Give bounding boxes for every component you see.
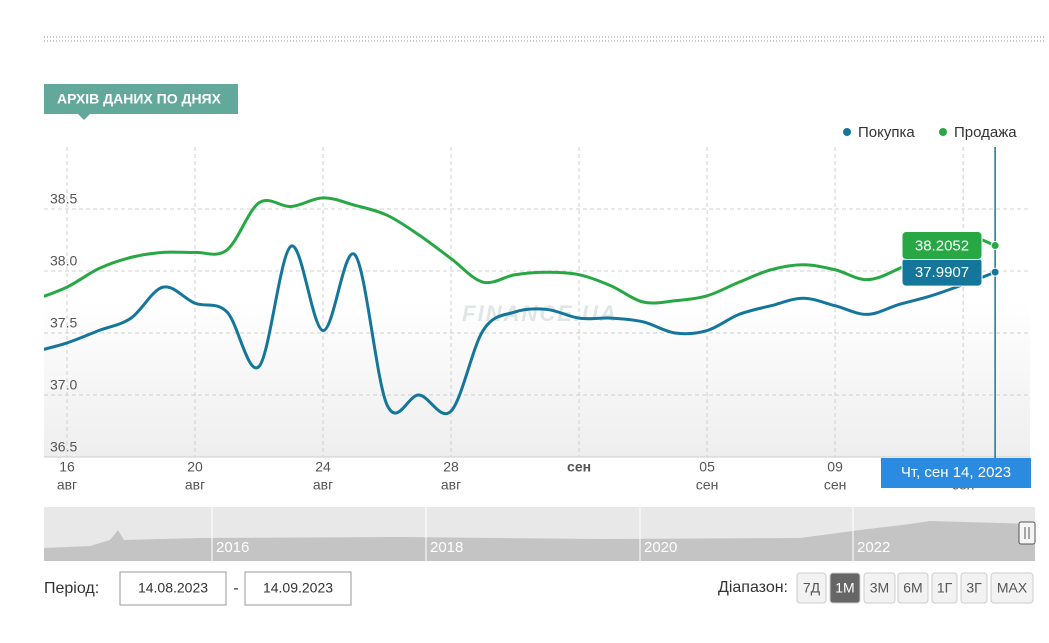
x-tick-label: 05 bbox=[699, 459, 715, 475]
point-marker bbox=[990, 267, 1000, 277]
x-tick-label: 16 bbox=[59, 459, 75, 475]
date-to[interactable]: 14.09.2023 bbox=[263, 580, 333, 596]
legend-label[interactable]: Покупка bbox=[858, 124, 915, 141]
tooltip-box bbox=[881, 458, 1031, 488]
range-button[interactable] bbox=[897, 572, 929, 604]
x-tick-label: 28 bbox=[443, 459, 459, 475]
y-tick-label: 37.5 bbox=[50, 315, 77, 331]
watermark: FINANCE.UA bbox=[462, 301, 618, 326]
x-tick-label: 09 bbox=[827, 459, 843, 475]
range-button[interactable] bbox=[960, 572, 988, 604]
date-from[interactable]: 14.08.2023 bbox=[138, 580, 208, 596]
x-tick-sublabel: авг bbox=[313, 477, 333, 493]
legend-marker[interactable] bbox=[843, 128, 851, 136]
series-line bbox=[44, 196, 996, 305]
y-tick-label: 37.0 bbox=[50, 377, 77, 393]
range-button-label[interactable]: 3М bbox=[870, 580, 889, 596]
y-tick-label: 36.5 bbox=[50, 439, 77, 455]
x-tick-label: сен bbox=[567, 459, 591, 475]
range-button[interactable] bbox=[796, 572, 827, 604]
title-box bbox=[44, 84, 238, 114]
period-label: Період: bbox=[44, 580, 99, 597]
y-tick-label: 38.5 bbox=[50, 191, 77, 207]
x-tick-label: 20 bbox=[187, 459, 203, 475]
navigator-area bbox=[44, 521, 1035, 561]
range-button[interactable] bbox=[931, 572, 958, 604]
date-separator: - bbox=[233, 580, 238, 597]
navigator-label: 2016 bbox=[216, 539, 249, 556]
navigator-label: 2022 bbox=[857, 539, 890, 556]
x-tick-label: 24 bbox=[315, 459, 331, 475]
date-input[interactable] bbox=[244, 571, 352, 606]
x-tick-sublabel: авг bbox=[185, 477, 205, 493]
navigator-label: 2020 bbox=[644, 539, 677, 556]
tooltip-label: Чт, сен 14, 2023 bbox=[901, 464, 1011, 481]
range-button[interactable] bbox=[990, 572, 1034, 604]
x-tick-sublabel: авг bbox=[441, 477, 461, 493]
x-tick-sublabel: сен bbox=[824, 477, 847, 493]
x-tick-sublabel: сен bbox=[696, 477, 719, 493]
navigator-handle[interactable] bbox=[1018, 521, 1036, 545]
value-flag bbox=[901, 231, 983, 261]
y-tick-label: 38.0 bbox=[50, 253, 77, 269]
legend-marker[interactable] bbox=[939, 128, 947, 136]
range-label: Діапазон: bbox=[718, 579, 788, 596]
range-button-label[interactable]: 1М bbox=[835, 580, 854, 596]
date-input[interactable] bbox=[119, 571, 227, 606]
range-button-label[interactable]: 1Г bbox=[937, 580, 953, 596]
legend-label[interactable]: Продажа bbox=[954, 124, 1017, 141]
range-button-label[interactable]: 7Д bbox=[803, 580, 821, 596]
range-button[interactable] bbox=[863, 572, 896, 604]
x-tick-sublabel: авг bbox=[57, 477, 77, 493]
value-label: 38.2052 bbox=[915, 238, 969, 255]
range-button-label[interactable]: 3Г bbox=[966, 580, 982, 596]
section-title: АРХІВ ДАНИХ ПО ДНЯХ bbox=[57, 91, 222, 107]
range-button-label[interactable]: 6М bbox=[903, 580, 922, 596]
plot-background bbox=[44, 147, 1030, 457]
range-button[interactable] bbox=[829, 572, 861, 604]
series-line bbox=[44, 244, 996, 416]
title-pointer bbox=[78, 114, 90, 120]
value-label: 37.9907 bbox=[915, 264, 969, 281]
navigator-label: 2018 bbox=[430, 539, 463, 556]
point-marker bbox=[990, 241, 1000, 251]
range-button-label[interactable]: MAX bbox=[997, 580, 1028, 596]
